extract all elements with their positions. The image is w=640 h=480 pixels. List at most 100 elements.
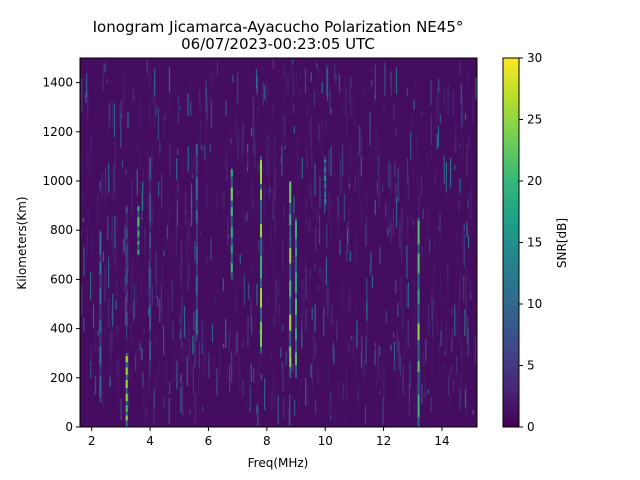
heatmap-cell (159, 212, 161, 235)
heatmap-cell (389, 226, 391, 232)
heatmap-cell (319, 214, 321, 245)
heatmap-cell (99, 181, 101, 191)
x-tick-label: 4 (146, 434, 154, 448)
signal-streak-segment (230, 226, 233, 239)
heatmap-cell (390, 344, 392, 351)
heatmap-cell (264, 85, 266, 100)
heatmap-cell (325, 257, 327, 286)
heatmap-cell (334, 408, 336, 424)
heatmap-cell (242, 236, 244, 242)
heatmap-cell (153, 400, 155, 426)
heatmap-cell (195, 392, 197, 415)
signal-streak-segment (324, 159, 327, 163)
heatmap-cell (348, 342, 350, 352)
heatmap-cell (104, 327, 106, 339)
heatmap-cell (377, 344, 379, 379)
heatmap-cell (363, 359, 365, 379)
heatmap-cell (351, 335, 353, 340)
heatmap-cell (263, 289, 265, 296)
heatmap-cell (330, 108, 332, 115)
heatmap-cell (390, 164, 392, 195)
heatmap-cell (124, 231, 126, 256)
heatmap-cell (189, 353, 191, 373)
heatmap-cell (472, 95, 474, 123)
heatmap-cell (277, 274, 279, 297)
heatmap-cell (155, 274, 157, 299)
heatmap-cell (406, 245, 408, 279)
heatmap-cell (348, 292, 350, 310)
heatmap-cell (336, 320, 338, 342)
heatmap-cell (105, 62, 107, 71)
heatmap-cell (316, 62, 318, 70)
heatmap-cell (111, 214, 113, 239)
heatmap-cell (399, 125, 401, 137)
heatmap-cell (125, 320, 128, 341)
heatmap-cell (260, 373, 262, 381)
heatmap-cell (350, 143, 352, 170)
heatmap-cell (377, 154, 380, 177)
heatmap-cell (252, 97, 254, 131)
heatmap-cell (83, 247, 85, 277)
heatmap-cell (282, 114, 284, 149)
heatmap-cell (186, 232, 188, 262)
heatmap-cell (205, 110, 207, 143)
heatmap-cell (384, 62, 386, 96)
heatmap-cell (266, 296, 268, 309)
heatmap-cell (406, 87, 408, 97)
heatmap-cell (116, 216, 118, 224)
heatmap-cell (112, 293, 114, 327)
heatmap-cell (439, 212, 441, 230)
heatmap-cell (387, 199, 390, 234)
heatmap-cell (305, 195, 307, 226)
signal-streak (295, 217, 297, 378)
heatmap-cell (353, 342, 355, 364)
heatmap-cell (139, 342, 141, 351)
heatmap-cell (440, 282, 442, 293)
heatmap-cell (379, 139, 381, 165)
heatmap-cell (390, 221, 392, 244)
signal-streak-segment (99, 320, 102, 333)
heatmap-cell (348, 210, 350, 235)
heatmap-cell (419, 358, 421, 391)
heatmap-cell (414, 78, 417, 92)
heatmap-cell (463, 223, 465, 231)
heatmap-cell (407, 242, 409, 251)
heatmap-cell (181, 341, 183, 348)
heatmap-cell (440, 172, 442, 192)
heatmap-cell (393, 104, 395, 122)
heatmap-cell (180, 386, 182, 413)
heatmap-cell (311, 187, 313, 207)
heatmap-cell (148, 66, 151, 92)
heatmap-cell (466, 221, 468, 237)
signal-streak-segment (149, 267, 152, 288)
heatmap-cell (395, 198, 398, 228)
heatmap-cell (301, 158, 303, 179)
heatmap-cell (131, 264, 133, 288)
heatmap-cell (199, 231, 202, 237)
heatmap-cell (341, 145, 344, 161)
heatmap-cell (388, 279, 390, 286)
heatmap-cell (364, 405, 367, 424)
colorbar-tick-label: 20 (527, 174, 542, 188)
heatmap-cell (266, 74, 268, 103)
x-axis-ticks: 2 4 6 8 10 12 14 (88, 427, 450, 448)
heatmap-cell (271, 150, 273, 165)
heatmap-cell (411, 214, 413, 223)
heatmap-cell (288, 406, 290, 425)
heatmap-cell (180, 106, 182, 111)
heatmap-cell (308, 219, 310, 233)
heatmap-cell (121, 160, 124, 168)
heatmap-cell (204, 334, 206, 361)
heatmap-cell (466, 315, 468, 345)
heatmap-cell (421, 109, 423, 117)
heatmap-cell (234, 297, 236, 316)
heatmap-cell (234, 362, 236, 380)
heatmap-cell (408, 361, 410, 382)
heatmap-cell (86, 73, 88, 97)
heatmap-cell (374, 342, 376, 348)
heatmap-cell (348, 244, 350, 262)
heatmap-cell (237, 130, 239, 160)
signal-streak-segment (260, 256, 262, 279)
heatmap-cell (238, 357, 240, 378)
heatmap-cell (192, 402, 194, 408)
